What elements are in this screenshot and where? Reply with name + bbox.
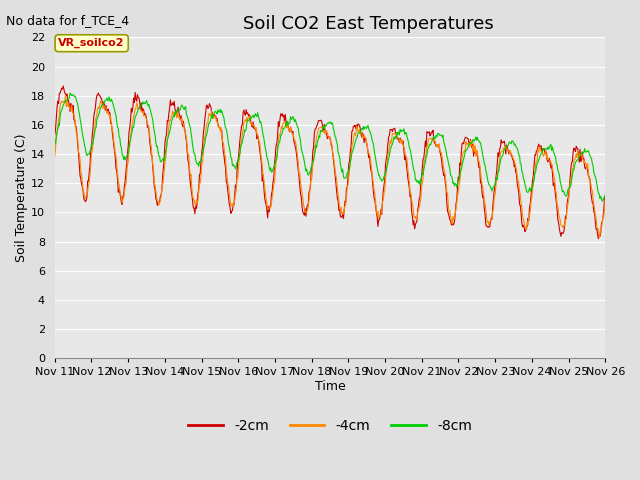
Line: -4cm: -4cm [55, 96, 605, 237]
-8cm [61, 98, 68, 104]
-8cm [118, 152, 126, 158]
-2cm [204, 102, 211, 108]
-2cm [51, 132, 59, 138]
-2cm [602, 192, 609, 198]
Text: VR_soilco2: VR_soilco2 [58, 38, 125, 48]
-8cm [66, 90, 74, 96]
-8cm [598, 198, 606, 204]
-2cm [398, 139, 406, 145]
Title: Soil CO2 East Temperatures: Soil CO2 East Temperatures [243, 15, 494, 33]
X-axis label: Time: Time [315, 380, 346, 393]
Legend: -2cm, -4cm, -8cm: -2cm, -4cm, -8cm [182, 413, 477, 439]
-8cm [602, 192, 609, 198]
-2cm [61, 91, 69, 96]
Text: No data for f_TCE_4: No data for f_TCE_4 [6, 14, 129, 27]
-8cm [398, 127, 406, 133]
Y-axis label: Soil Temperature (C): Soil Temperature (C) [15, 133, 28, 262]
-2cm [118, 202, 126, 207]
-4cm [61, 93, 69, 98]
-4cm [51, 154, 59, 159]
-4cm [398, 140, 406, 145]
-8cm [204, 130, 211, 135]
-8cm [51, 142, 59, 147]
-4cm [602, 196, 609, 202]
-2cm [174, 104, 182, 110]
Line: -2cm: -2cm [55, 86, 605, 239]
-8cm [414, 178, 422, 183]
-4cm [204, 120, 211, 126]
-2cm [60, 83, 67, 89]
-2cm [414, 206, 422, 212]
-2cm [595, 236, 602, 241]
Line: -8cm: -8cm [55, 93, 605, 201]
-4cm [414, 210, 422, 216]
-4cm [118, 200, 126, 206]
-8cm [174, 107, 182, 113]
-4cm [595, 234, 603, 240]
-4cm [61, 100, 68, 106]
-4cm [174, 115, 182, 120]
